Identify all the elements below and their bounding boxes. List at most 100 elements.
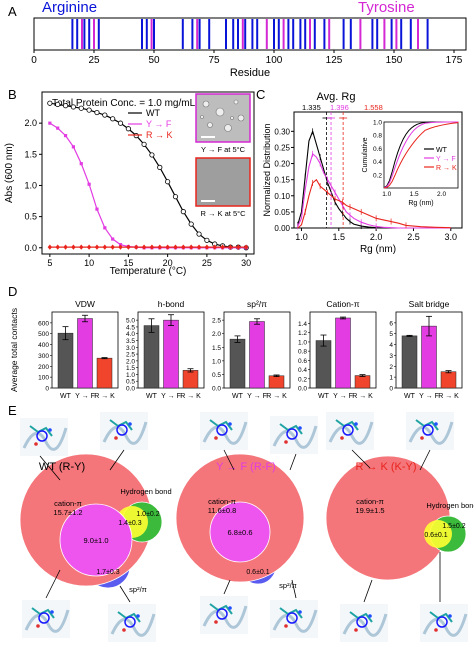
data-point bbox=[141, 141, 147, 147]
category-label: WT bbox=[318, 393, 330, 400]
y-tick-label: 400 bbox=[38, 342, 49, 349]
backbone-ribbon bbox=[422, 613, 468, 637]
subplot-title: Cation-π bbox=[326, 299, 359, 309]
data-point bbox=[165, 244, 170, 250]
data-point bbox=[149, 152, 155, 158]
venn-set-label: Hydrogen bond bbox=[426, 501, 474, 510]
data-point bbox=[71, 244, 76, 250]
atom bbox=[420, 436, 424, 440]
x-tick-label: 20 bbox=[163, 258, 173, 268]
y-tick-label: 1.0 bbox=[298, 339, 307, 346]
x-tick-label: 125 bbox=[326, 55, 343, 66]
backbone-ribbon bbox=[272, 609, 318, 633]
data-point bbox=[71, 145, 76, 149]
category-label: Y → F bbox=[333, 393, 353, 400]
data-point bbox=[56, 126, 60, 130]
legend-label: WT bbox=[146, 108, 160, 118]
data-point bbox=[157, 164, 163, 170]
data-point bbox=[236, 244, 241, 250]
data-point bbox=[180, 209, 186, 215]
atom bbox=[228, 422, 232, 426]
side-chain bbox=[117, 611, 141, 623]
side-chain bbox=[209, 419, 233, 431]
side-chain bbox=[415, 419, 439, 431]
y-tick-label: 0.2 bbox=[298, 376, 307, 383]
data-point bbox=[188, 221, 194, 227]
backbone-ribbon bbox=[24, 609, 70, 633]
x-tick-label: 30 bbox=[241, 258, 251, 268]
scale-bar bbox=[201, 200, 215, 202]
y-tick-label: 200 bbox=[38, 364, 49, 371]
data-point bbox=[86, 244, 92, 250]
category-label: WT bbox=[232, 393, 244, 400]
residue-strip-frame bbox=[33, 17, 467, 51]
connector-line bbox=[119, 585, 131, 603]
x-tick-label: 75 bbox=[208, 55, 220, 66]
y-tick-label: 0.5 bbox=[24, 212, 37, 222]
category-label: Y → F bbox=[75, 393, 95, 400]
distribution-line-1 bbox=[297, 152, 451, 229]
connector-line bbox=[109, 449, 125, 471]
backbone-ribbon bbox=[342, 613, 388, 637]
data-point bbox=[94, 109, 100, 116]
hbond-overlap-value: 1.4±0.3 bbox=[118, 520, 141, 527]
y-tick-label: 0.25 bbox=[274, 143, 290, 152]
category-label: WT bbox=[146, 393, 158, 400]
backbone-ribbon bbox=[408, 421, 454, 445]
data-point bbox=[165, 179, 171, 185]
connector-line bbox=[291, 579, 297, 599]
data-point bbox=[220, 244, 225, 250]
y-tick-label: 3 bbox=[389, 353, 393, 360]
y-tick-label: 1.0 bbox=[24, 180, 37, 190]
category-label: R → K bbox=[180, 393, 201, 400]
y-tick-label: 600 bbox=[38, 320, 49, 327]
atom bbox=[298, 426, 302, 430]
bar bbox=[268, 375, 285, 389]
avg-label: 1.396 bbox=[330, 103, 349, 112]
connector-line bbox=[289, 453, 297, 471]
atom bbox=[340, 436, 344, 440]
legend-label: Y → F bbox=[436, 156, 456, 163]
backbone-ribbon bbox=[202, 605, 248, 629]
y-tick-label: 0.6 bbox=[298, 358, 307, 365]
y-tick-label: 0.20 bbox=[274, 160, 290, 169]
inset-x-tick-label: 1.5 bbox=[410, 191, 419, 198]
data-point bbox=[243, 244, 249, 250]
subplot-title: Salt bridge bbox=[409, 299, 450, 309]
rg-y-label: Normalized Distribution bbox=[262, 123, 272, 216]
data-point bbox=[70, 104, 77, 110]
center-value: 6.8±0.6 bbox=[228, 528, 253, 537]
cation-pi-value: 19.9±1.5 bbox=[355, 506, 384, 515]
micrograph-rk bbox=[195, 157, 251, 207]
data-point bbox=[55, 244, 60, 250]
atom bbox=[368, 614, 372, 618]
x-tick-label: 25 bbox=[88, 55, 100, 66]
side-chain bbox=[109, 419, 133, 431]
center-overlap-region bbox=[59, 503, 133, 577]
data-point bbox=[102, 112, 108, 118]
bar bbox=[143, 325, 160, 389]
y-tick-label: 0 bbox=[45, 386, 49, 393]
backbone-ribbon bbox=[328, 421, 374, 445]
cumulative-inset-frame bbox=[383, 121, 459, 189]
inset-y-tick-label: 0.4 bbox=[373, 159, 382, 166]
venn-title: Y → F (R-F) bbox=[216, 461, 276, 473]
y-tick-label: 1.5 bbox=[126, 365, 135, 372]
atom bbox=[214, 436, 218, 440]
side-chain bbox=[349, 611, 373, 623]
y-tick-label: 0.10 bbox=[274, 192, 290, 201]
connector-line bbox=[351, 449, 371, 469]
atom bbox=[34, 442, 38, 446]
y-tick-label: 1.0 bbox=[126, 372, 135, 379]
connector-line bbox=[363, 579, 373, 603]
x-tick-label: 175 bbox=[446, 55, 463, 66]
data-point bbox=[188, 244, 194, 250]
backbone-ribbon bbox=[272, 425, 318, 449]
data-point bbox=[228, 244, 233, 250]
atom bbox=[284, 440, 288, 444]
ring-marker bbox=[216, 608, 228, 620]
y-tick-label: 0.05 bbox=[274, 208, 290, 217]
subplot-title: sp²/π bbox=[247, 299, 267, 309]
panel-letter-e: E bbox=[8, 403, 17, 418]
turbidity-chart: 5 10 15 20 25 30 0.0 0.5 1.0 1.5 2.0 WTY → FR → K bbox=[24, 100, 251, 268]
